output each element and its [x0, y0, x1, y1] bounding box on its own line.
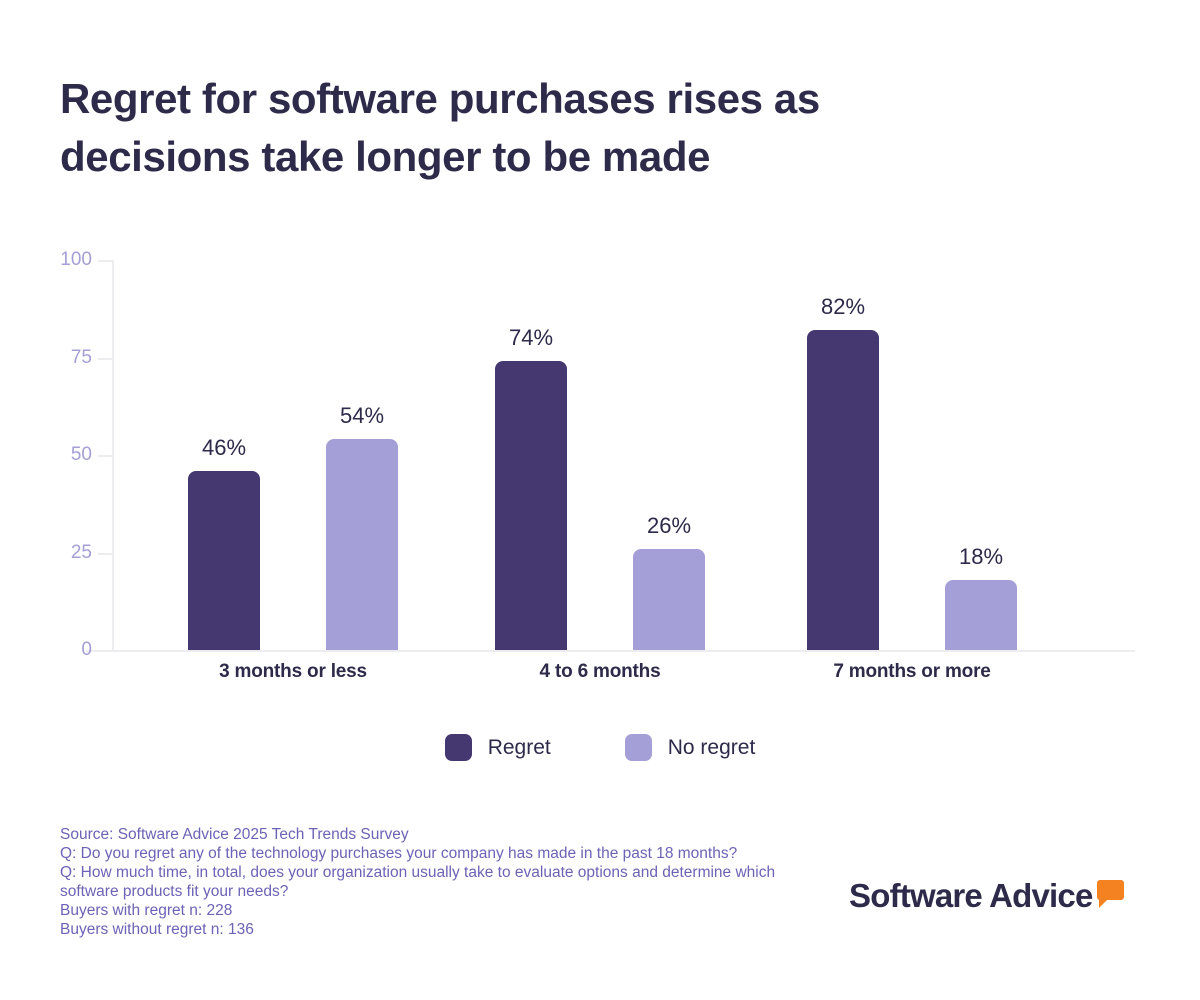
source-note-line: Q: Do you regret any of the technology p…: [60, 844, 738, 862]
y-axis-tick: [98, 650, 112, 652]
legend-swatch-regret: [444, 734, 472, 761]
speech-bubble-icon: [1096, 880, 1124, 908]
y-axis-tick: [98, 260, 112, 262]
y-axis-tick: [98, 357, 112, 360]
bar-no-regret-0[interactable]: [326, 439, 398, 650]
source-note-line: Source: Software Advice 2025 Tech Trends…: [60, 826, 409, 843]
source-note-line: Buyers with regret n: 228: [60, 901, 233, 919]
bar-value-label: 54%: [339, 403, 385, 429]
x-axis-category-label: 3 months or less: [219, 661, 367, 682]
bar-regret-1[interactable]: [495, 361, 567, 650]
software-advice-logo: Software Advice: [849, 877, 1124, 914]
legend-label: Regret: [487, 735, 551, 759]
source-note-line: Q: How much time, in total, does your or…: [60, 863, 780, 900]
legend-item-no-regret[interactable]: No regret: [624, 734, 756, 761]
bar-value-label: 18%: [958, 543, 1004, 569]
logo-wordmark: Software Advice: [849, 877, 1093, 914]
bar-regret-2[interactable]: [807, 330, 879, 650]
y-axis-ticks: [98, 260, 112, 652]
y-axis-labels: 0 25 50 75 100: [0, 249, 92, 660]
legend-swatch-no-regret: [624, 734, 652, 761]
y-axis-line: [112, 260, 114, 651]
y-axis-tick: [98, 552, 112, 555]
bar-value-label: 46%: [201, 434, 247, 460]
plot-area: 46% 54% 74% 26% 82% 18%: [112, 260, 1135, 650]
legend-label: No regret: [667, 735, 756, 759]
y-axis-tick-label: 100: [60, 249, 92, 270]
source-notes: Source: Software Advice 2025 Tech Trends…: [60, 826, 820, 939]
y-axis-tick: [98, 455, 112, 457]
chart-legend: Regret No regret: [0, 734, 1200, 761]
bar-value-label: 26%: [646, 512, 692, 538]
page-title: Regret for software purchases rises as d…: [60, 75, 820, 180]
y-axis-tick-label: 25: [70, 541, 92, 563]
y-axis-tick-label: 50: [70, 444, 92, 465]
x-axis-category-label: 7 months or more: [833, 661, 991, 682]
bar-value-label: 82%: [820, 294, 866, 320]
y-axis-tick-label: 75: [70, 346, 92, 368]
bar-value-label: 74%: [508, 325, 554, 351]
source-note-line: Buyers without regret n: 136: [60, 920, 254, 938]
y-axis-tick-label: 0: [81, 639, 92, 660]
x-axis-line: [86, 650, 1135, 652]
x-axis-category-label: 4 to 6 months: [539, 661, 661, 682]
bar-no-regret-2[interactable]: [945, 579, 1017, 650]
bar-no-regret-1[interactable]: [633, 548, 705, 650]
bar-regret-0[interactable]: [188, 470, 260, 650]
legend-item-regret[interactable]: Regret: [444, 734, 551, 761]
